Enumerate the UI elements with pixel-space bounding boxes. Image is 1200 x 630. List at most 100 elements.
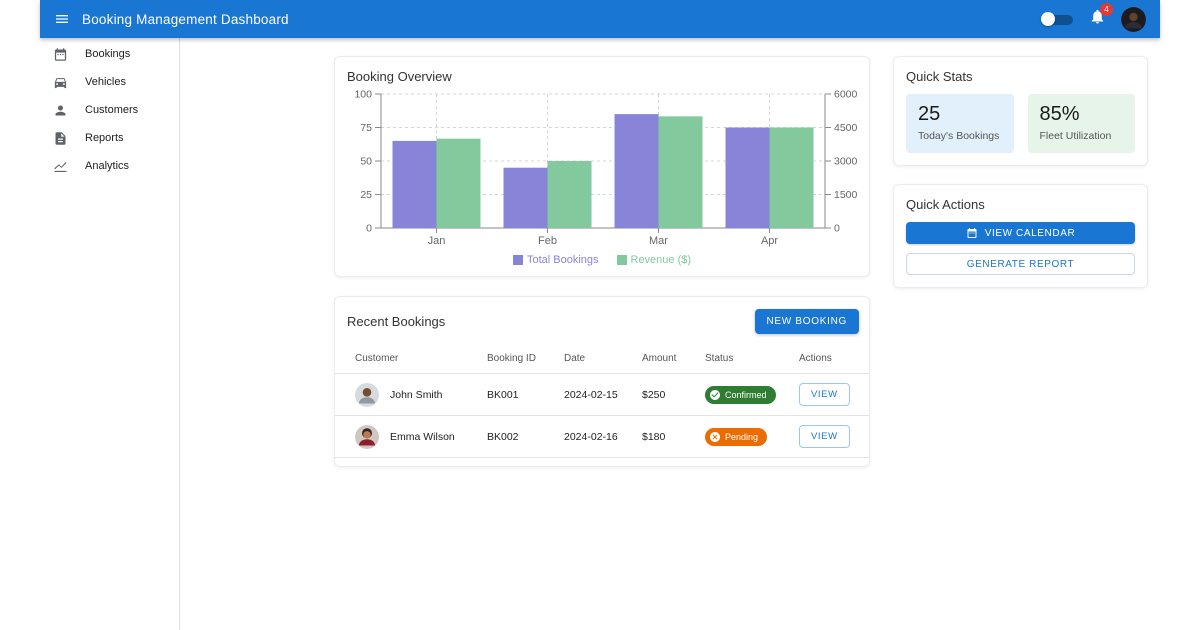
bar-revenue--mar (658, 116, 703, 228)
notification-badge: 4 (1100, 3, 1113, 16)
main-content: Booking Overview 0 25 50 75 100 0 1500 3000 4500… (180, 38, 1160, 630)
bar-revenue--feb (547, 161, 592, 228)
booking-overview-card: Booking Overview 0 25 50 75 100 0 1500 3000 4500… (334, 56, 870, 277)
sidebar-label: Reports (85, 132, 124, 144)
sidebar-label: Customers (85, 104, 139, 116)
user-avatar-photo (1121, 6, 1146, 32)
stat-label: Today's Bookings (918, 130, 1000, 142)
status-badge-confirmed: Confirmed (705, 385, 776, 404)
bar-revenue--jan (436, 138, 481, 228)
svg-text:75: 75 (360, 122, 372, 134)
svg-text:Mar: Mar (649, 235, 668, 247)
booking-date: 2024-02-15 (564, 388, 618, 401)
col-header-customer: Customer (355, 353, 399, 364)
stat-value: 85% (1039, 103, 1080, 125)
col-header-date: Date (564, 353, 586, 364)
svg-text:1500: 1500 (834, 189, 858, 201)
cancel-circle-icon (710, 431, 720, 442)
sidebar-label: Vehicles (85, 76, 126, 88)
booking-overview-chart: 0 25 50 75 100 0 1500 3000 4500 6000 Jan Feb Mar Apr (354, 89, 858, 248)
bar-total-bookings-jan (392, 140, 437, 228)
quick-actions-title: Quick Actions (906, 197, 985, 212)
booking-id: BK002 (487, 430, 519, 443)
legend-item-revenue[interactable]: Revenue ($) (616, 254, 692, 266)
legend-item-total-bookings[interactable]: Total Bookings (512, 254, 599, 266)
theme-toggle-switch[interactable] (1041, 11, 1074, 27)
col-header-amount: Amount (642, 353, 677, 364)
chart-legend: Total Bookings Revenue ($) (347, 254, 857, 266)
chart-card-title: Booking Overview (347, 69, 452, 84)
recent-bookings-title: Recent Bookings (347, 314, 446, 329)
app-title: Booking Management Dashboard (82, 11, 289, 27)
customer-avatar (355, 424, 379, 449)
status-badge-pending: Pending (705, 427, 768, 446)
customer-name: John Smith (390, 388, 443, 401)
app-bar: Booking Management Dashboard 4 (40, 0, 1160, 38)
sidebar: Bookings Vehicles Customers Reports Anal… (40, 38, 180, 630)
quick-actions-card: Quick Actions VIEW CALENDAR GENERATE REP… (893, 184, 1148, 288)
legend-label: Revenue ($) (630, 254, 692, 266)
sidebar-item-customers[interactable]: Customers (40, 96, 179, 124)
bar-total-bookings-mar (614, 114, 659, 228)
bar-revenue--apr (769, 127, 814, 228)
stat-label: Fleet Utilization (1039, 130, 1112, 142)
legend-label: Total Bookings (526, 254, 599, 266)
table-row: Emma Wilson BK002 2024-02-16 $180 Pendin… (335, 416, 869, 458)
calendar-icon (54, 47, 67, 61)
booking-amount: $180 (642, 430, 666, 443)
table-header-row: Customer Booking ID Date Amount Status A… (335, 344, 869, 374)
quick-stats-card: Quick Stats 25 Today's Bookings 85% Flee… (893, 56, 1148, 166)
svg-text:Jan: Jan (428, 235, 446, 247)
svg-text:25: 25 (360, 189, 372, 201)
svg-text:Apr: Apr (761, 235, 778, 247)
svg-text:Feb: Feb (538, 235, 557, 247)
sidebar-item-analytics[interactable]: Analytics (40, 152, 179, 180)
bookings-table: Customer Booking ID Date Amount Status A… (335, 344, 869, 458)
switch-track (1048, 14, 1073, 25)
generate-report-button[interactable]: GENERATE REPORT (906, 253, 1135, 275)
col-header-booking-id: Booking ID (487, 353, 536, 364)
stat-value: 25 (918, 103, 941, 125)
svg-text:50: 50 (360, 156, 372, 168)
legend-swatch (512, 255, 523, 265)
svg-text:3000: 3000 (834, 156, 858, 168)
stat-fleet-utilization: 85% Fleet Utilization (1027, 94, 1135, 153)
user-avatar[interactable] (1121, 6, 1146, 32)
bar-total-bookings-feb (503, 167, 548, 228)
booking-id: BK001 (487, 388, 519, 401)
svg-text:6000: 6000 (834, 90, 858, 101)
person-icon (55, 105, 66, 115)
recent-bookings-card: Recent Bookings NEW BOOKING Customer Boo… (334, 296, 870, 467)
app-window: Booking Management Dashboard 4 (40, 0, 1160, 630)
notifications-button[interactable]: 4 (1089, 3, 1113, 30)
sidebar-label: Analytics (85, 160, 130, 172)
col-header-actions: Actions (799, 353, 832, 364)
customer-avatar (355, 382, 379, 407)
calendar-icon (967, 228, 977, 238)
svg-text:0: 0 (834, 223, 840, 235)
view-booking-button[interactable]: VIEW (799, 425, 850, 448)
quick-stats-title: Quick Stats (906, 69, 973, 84)
svg-text:0: 0 (366, 223, 372, 235)
check-circle-icon (710, 389, 720, 400)
analytics-icon (54, 161, 67, 172)
sidebar-label: Bookings (85, 48, 131, 60)
booking-amount: $250 (642, 388, 666, 401)
col-header-status: Status (705, 353, 734, 364)
new-booking-button[interactable]: NEW BOOKING (754, 309, 859, 334)
bar-total-bookings-apr (725, 127, 770, 228)
view-booking-button[interactable]: VIEW (799, 383, 850, 406)
report-icon (55, 131, 66, 145)
svg-text:100: 100 (354, 90, 372, 101)
hamburger-menu-icon[interactable] (54, 11, 70, 27)
stat-todays-bookings: 25 Today's Bookings (906, 94, 1014, 153)
car-icon (54, 77, 67, 88)
view-calendar-button[interactable]: VIEW CALENDAR (906, 222, 1135, 244)
customer-name: Emma Wilson (390, 430, 455, 443)
sidebar-item-bookings[interactable]: Bookings (40, 40, 179, 68)
sidebar-item-reports[interactable]: Reports (40, 124, 179, 152)
svg-text:4500: 4500 (834, 122, 858, 134)
booking-date: 2024-02-16 (564, 430, 618, 443)
table-row: John Smith BK001 2024-02-15 $250 Confirm… (335, 374, 869, 416)
sidebar-item-vehicles[interactable]: Vehicles (40, 68, 179, 96)
